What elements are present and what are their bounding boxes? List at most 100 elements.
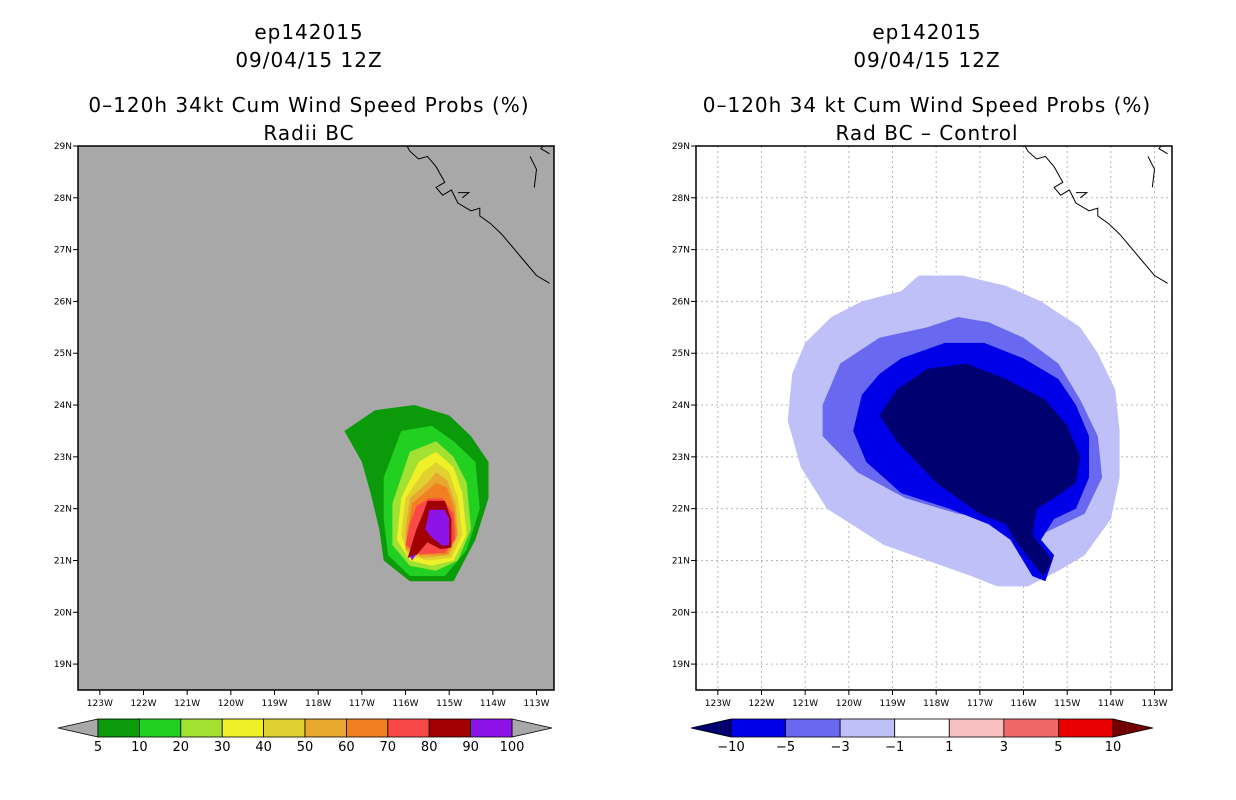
y-tick-label: 24N: [54, 401, 72, 411]
x-tick-label: 123W: [705, 699, 731, 709]
colorbar-swatch: [221, 718, 264, 738]
colorbar-swatch: [1003, 718, 1059, 738]
colorbar-label: 30: [214, 740, 231, 755]
colorbar-label: 10: [1105, 740, 1122, 755]
chart-title: 0–120h 34 kt Cum Wind Speed Probs (%): [702, 93, 1152, 117]
contour-level-neg10: [879, 363, 1081, 576]
coastline: [540, 146, 550, 155]
colorbar-swatch: [1058, 718, 1114, 738]
y-tick-label: 19N: [672, 660, 690, 670]
y-tick-label: 22N: [54, 505, 72, 515]
coastline: [1075, 192, 1089, 199]
x-tick-label: 120W: [218, 699, 244, 709]
x-tick-label: 118W: [923, 699, 949, 709]
y-tick-label: 23N: [54, 453, 72, 463]
chart-subtitle: Rad BC – Control: [835, 121, 1019, 145]
storm-id-label: ep142015: [254, 20, 364, 44]
x-tick-label: 122W: [130, 699, 156, 709]
x-tick-label: 115W: [1054, 699, 1080, 709]
y-tick-label: 23N: [672, 453, 690, 463]
left-panel: ep142015 09/04/15 12Z 0–120h 34kt Cum Wi…: [54, 20, 555, 755]
y-tick-label: 20N: [672, 608, 690, 618]
y-tick-label: 24N: [672, 401, 690, 411]
colorbar-swatch: [138, 718, 182, 738]
colorbar-label: 50: [297, 740, 314, 755]
plot-frame: [77, 145, 555, 691]
colorbar-label: −1: [885, 740, 904, 755]
colorbar-swatch: [387, 718, 430, 738]
colorbar-label: −3: [831, 740, 850, 755]
coastline: [1147, 156, 1156, 188]
colorbar-swatch: [345, 718, 389, 738]
x-tick-label: 115W: [436, 699, 462, 709]
difference-map-chart: 123W 122W 121W 120W 119W 118W 117W 116W 115W 114W…: [672, 142, 1173, 755]
contour-level-90: [425, 509, 450, 546]
y-tick-label: 27N: [672, 246, 690, 256]
x-tick-label: 116W: [392, 699, 418, 709]
x-tick-label: 117W: [349, 699, 375, 709]
y-tick-label: 19N: [54, 660, 72, 670]
probability-map-chart: 123W 122W 121W 120W 119W 118W 117W 116W 115W 114W…: [54, 142, 555, 755]
y-tick-label: 20N: [54, 608, 72, 618]
y-tick-label: 29N: [672, 142, 690, 152]
y-tick-label: 21N: [54, 556, 72, 566]
x-tick-label: 114W: [1098, 699, 1124, 709]
storm-id-label: ep142015: [872, 20, 982, 44]
contour-level-90: [409, 554, 417, 561]
colorbar-left-arrow: [57, 718, 99, 738]
chart-title: 0–120h 34kt Cum Wind Speed Probs (%): [88, 93, 530, 117]
plot-frame: [695, 145, 1173, 691]
y-tick-label: 25N: [54, 349, 72, 359]
colorbar-label: 1: [945, 740, 953, 755]
colorbar-swatch: [785, 718, 841, 738]
y-tick-label: 29N: [54, 142, 72, 152]
colorbar-label: 40: [255, 740, 272, 755]
x-tick-label: 116W: [1010, 699, 1036, 709]
colorbar-label: 10: [131, 740, 148, 755]
x-tick-label: 120W: [836, 699, 862, 709]
chart-subtitle: Radii BC: [263, 121, 355, 145]
plot-background: [78, 146, 554, 690]
colorbar-label: 5: [94, 740, 102, 755]
colorbar-swatch: [894, 718, 950, 738]
colorbar-label: 70: [380, 740, 397, 755]
x-tick-label: 123W: [87, 699, 113, 709]
x-tick-label: 114W: [480, 699, 506, 709]
plot-area: [696, 146, 1172, 690]
y-tick-label: 27N: [54, 246, 72, 256]
right-panel: ep142015 09/04/15 12Z 0–120h 34 kt Cum W…: [618, 0, 1236, 800]
coastline: [529, 156, 538, 188]
colorbar-swatch: [730, 718, 786, 738]
x-tick-label: 113W: [1141, 699, 1167, 709]
colorbar-swatch: [97, 718, 140, 738]
coastline: [406, 146, 550, 284]
colorbar-label: 100: [500, 740, 525, 755]
colorbar-right-arrow: [1112, 718, 1154, 738]
colorbar-swatch: [180, 718, 223, 738]
y-tick-label: 28N: [54, 194, 72, 204]
colorbar-label: −5: [776, 740, 795, 755]
x-tick-label: 121W: [174, 699, 200, 709]
colorbar-swatch: [470, 718, 513, 738]
colorbar-label: −10: [717, 740, 744, 755]
colorbar-label: 80: [421, 740, 438, 755]
colorbar-swatch: [428, 718, 472, 738]
colorbar-left-arrow: [690, 718, 732, 738]
colorbar-label: 5: [1054, 740, 1062, 755]
x-tick-label: 119W: [261, 699, 287, 709]
colorbar-swatch: [263, 718, 306, 738]
coastline: [457, 192, 471, 199]
x-tick-label: 119W: [879, 699, 905, 709]
colorbar-label: 90: [462, 740, 479, 755]
datetime-label: 09/04/15 12Z: [235, 48, 383, 72]
y-tick-label: 26N: [54, 297, 72, 307]
y-tick-label: 22N: [672, 505, 690, 515]
colorbar-right-arrow: [511, 718, 553, 738]
x-tick-label: 121W: [792, 699, 818, 709]
colorbar-swatch: [304, 718, 347, 738]
colorbar-label: 60: [338, 740, 355, 755]
y-tick-label: 25N: [672, 349, 690, 359]
datetime-label: 09/04/15 12Z: [853, 48, 1001, 72]
plot-area: [344, 146, 550, 582]
colorbar-swatch: [839, 718, 896, 738]
